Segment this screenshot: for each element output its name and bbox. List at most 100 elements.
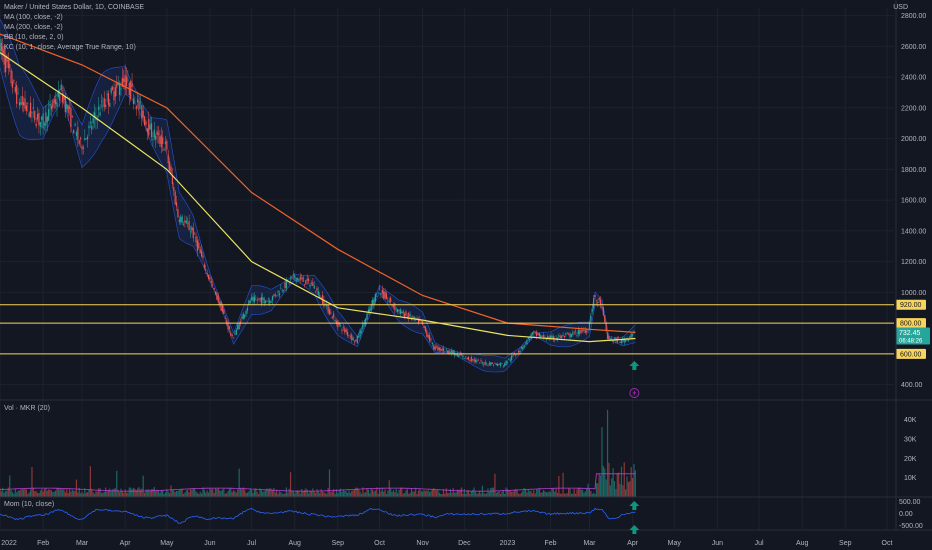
volume-bar (423, 489, 425, 497)
volume-bar (431, 488, 433, 497)
momentum-label[interactable]: Mom (10, close) (4, 501, 55, 508)
volume-bar (317, 490, 319, 497)
volume-bar (333, 489, 335, 497)
time-tick-label: Sep (839, 540, 852, 547)
candle-body (235, 329, 237, 335)
volume-bar (99, 488, 101, 497)
time-tick-label: Dec (458, 540, 471, 547)
volume-bar (562, 472, 564, 497)
candle-body (93, 112, 96, 118)
volume-bar (405, 490, 407, 497)
candle-body (143, 116, 146, 126)
time-tick-label: Sep (332, 540, 345, 547)
volume-bar (536, 488, 538, 497)
volume-bar (458, 490, 460, 497)
candle-body (517, 350, 520, 353)
volume-bar (563, 493, 566, 497)
volume-bar (116, 470, 118, 497)
volume-bar (113, 488, 115, 497)
volume-bar (597, 483, 599, 497)
volume-bar (477, 493, 479, 497)
volume-bar (298, 490, 300, 497)
candle-body (604, 315, 606, 322)
volume-bar (430, 490, 432, 497)
volume-bar (131, 489, 133, 497)
volume-bar (67, 493, 69, 497)
candle-body (210, 280, 212, 283)
momentum-tick-label: 500.00 (899, 499, 921, 506)
volume-bar (156, 489, 158, 497)
candle-body (188, 221, 190, 231)
volume-bar (141, 488, 143, 497)
candle-body (519, 350, 521, 353)
candle-body (373, 298, 375, 306)
volume-bar (524, 488, 527, 497)
candle-body (283, 290, 285, 291)
candle-body (13, 79, 15, 82)
candle-body (547, 336, 549, 339)
candle-body (23, 102, 25, 106)
volume-bar (39, 490, 41, 497)
volume-bar (60, 488, 62, 497)
volume-bar (383, 491, 385, 497)
indicator-ma100[interactable]: MA (100, close, -2) (4, 14, 63, 21)
candle-body (75, 132, 78, 136)
volume-bar (160, 490, 162, 497)
volume-bar (137, 488, 139, 497)
volume-bar (456, 489, 459, 497)
candle-body (263, 298, 265, 304)
momentum-pane (0, 507, 636, 524)
candle-body (296, 278, 299, 280)
indicator-kc[interactable]: KC (10, 1, close, Average True Range, 10… (4, 44, 136, 51)
candle-body (271, 296, 274, 301)
volume-pane (0, 409, 636, 497)
volume-bar (479, 490, 481, 497)
candle-body (142, 110, 144, 118)
volume-bar (577, 488, 579, 497)
candle-body (53, 99, 55, 103)
indicator-bb[interactable]: BB (10, close, 2, 0) (4, 34, 64, 41)
candle-body (253, 296, 256, 302)
candle-body (534, 332, 536, 334)
candle-body (401, 312, 403, 314)
volume-bar (85, 492, 87, 497)
volume-label[interactable]: Vol · MKR (20) (4, 405, 50, 412)
candle-body (551, 335, 553, 339)
volume-bar (16, 492, 18, 497)
candle-body (597, 301, 599, 303)
ma200-line (0, 33, 636, 333)
volume-bar (255, 488, 257, 497)
volume-bar (110, 490, 112, 497)
volume-bar (270, 488, 272, 497)
volume-bar (134, 488, 136, 497)
volume-bar (388, 480, 390, 497)
volume-bar (312, 488, 314, 497)
volume-bar (355, 487, 357, 497)
candle-body (587, 331, 589, 333)
candle-body (351, 334, 353, 340)
volume-bar (0, 491, 2, 497)
volume-bar (182, 493, 185, 497)
volume-bar (511, 491, 513, 497)
horizontal-levels[interactable]: 920.00 800.00 600.00 732.45 06:48:26 (0, 299, 930, 359)
candle-body (616, 338, 618, 343)
volume-bar (248, 491, 250, 497)
volume-bar (57, 488, 59, 497)
volume-bar (459, 489, 461, 497)
candle-body (481, 362, 484, 364)
candle-body (345, 329, 347, 333)
candle-body (434, 346, 436, 351)
volume-bar (32, 488, 34, 497)
candle-body (28, 112, 30, 117)
volume-bar (401, 487, 403, 497)
volume-bar (9, 475, 11, 497)
volume-bar (66, 488, 68, 497)
candle-body (267, 300, 269, 302)
volume-bar (112, 489, 114, 497)
volume-bar (360, 494, 363, 497)
candle-body (46, 116, 48, 123)
indicator-ma200[interactable]: MA (200, close, -2) (4, 24, 63, 31)
volume-bar (273, 488, 275, 497)
volume-bar (376, 487, 378, 497)
